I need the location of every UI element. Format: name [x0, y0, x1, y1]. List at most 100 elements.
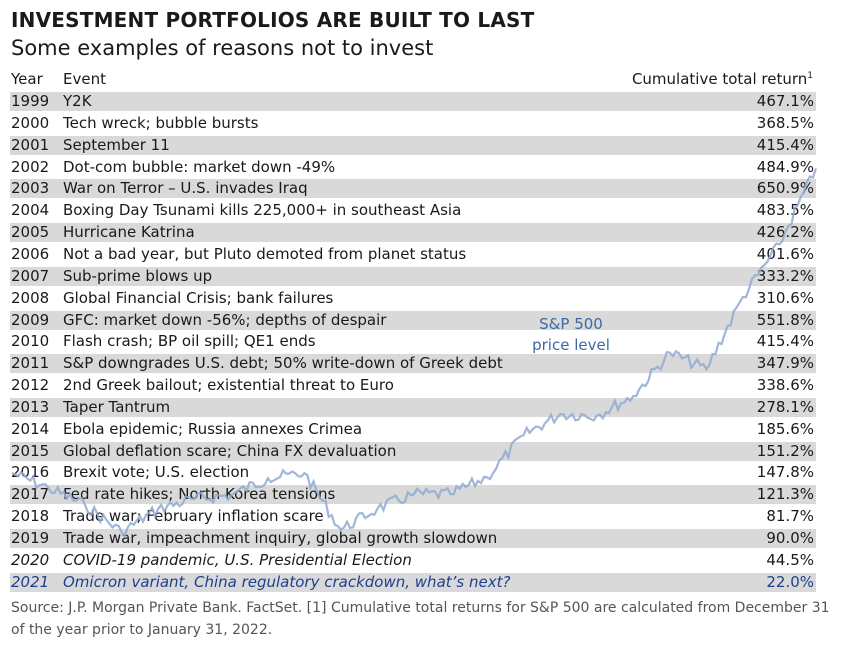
row-event: Boxing Day Tsunami kills 225,000+ in sou… — [63, 201, 462, 220]
row-return: 44.5% — [766, 550, 814, 569]
table-row: 2007 Sub-prime blows up 333.2% — [10, 266, 816, 286]
row-event: 2nd Greek bailout; existential threat to… — [63, 376, 394, 395]
row-return: 338.6% — [756, 376, 814, 395]
row-event: Sub-prime blows up — [63, 266, 213, 285]
row-year: 2019 — [11, 529, 50, 547]
header-return-footnote: 1 — [807, 71, 813, 81]
row-event: Fed rate hikes; North Korea tensions — [63, 485, 336, 504]
row-event: Tech wreck; bubble bursts — [63, 113, 259, 132]
table-row: 2017 Fed rate hikes; North Korea tensions… — [10, 485, 816, 505]
row-year: 2010 — [11, 332, 50, 351]
row-year: 2013 — [11, 397, 50, 416]
row-return: 467.1% — [756, 92, 814, 110]
table-row: 2004 Boxing Day Tsunami kills 225,000+ in… — [10, 201, 816, 220]
row-return: 147.8% — [756, 463, 814, 482]
table-row: 2018 Trade war; February inflation scare 8… — [10, 507, 816, 526]
row-event: September 11 — [63, 135, 170, 154]
row-return: 650.9% — [756, 179, 814, 198]
row-event: Dot-com bubble: market down -49% — [63, 157, 336, 176]
row-return: 426.2% — [756, 223, 814, 242]
row-year: 2017 — [11, 485, 50, 504]
row-year: 1999 — [11, 92, 50, 110]
table-row: 2010 Flash crash; BP oil spill; QE1 ends 4… — [10, 332, 816, 351]
row-event: Trade war; February inflation scare — [63, 507, 324, 526]
row-year: 2012 — [11, 376, 50, 395]
sp500-label-line1: S&P 500 — [539, 315, 603, 333]
table-row: 2020 COVID-19 pandemic, U.S. Presidential… — [10, 551, 816, 570]
table-row: 2002 Dot-com bubble: market down -49% 484.… — [10, 158, 816, 177]
table-row: 2021 Omicron variant, China regulatory cr… — [10, 572, 816, 592]
row-year: 2020 — [11, 550, 50, 569]
row-event: Flash crash; BP oil spill; QE1 ends — [63, 332, 316, 351]
row-year: 2000 — [11, 113, 50, 132]
row-year: 2018 — [11, 507, 50, 526]
row-year: 2015 — [11, 441, 50, 460]
table-row: 1999 Y2K 467.1% — [10, 92, 816, 111]
row-event: Global Financial Crisis; bank failures — [63, 288, 334, 307]
row-return: 483.5% — [756, 201, 814, 220]
table-row: 2016 Brexit vote; U.S. election 147.8% — [10, 463, 816, 482]
row-year: 2008 — [11, 288, 50, 307]
table-row: 2001 September 11 415.4% — [10, 135, 816, 155]
row-return: 278.1% — [756, 397, 814, 416]
table-row: 2009 GFC: market down -56%; depths of des… — [10, 310, 816, 330]
row-year: 2007 — [11, 266, 50, 285]
row-return: 484.9% — [756, 157, 814, 176]
chart-title: INVESTMENT PORTFOLIOS ARE BUILT TO LAST — [11, 8, 535, 32]
table-row: 2013 Taper Tantrum 278.1% — [10, 397, 816, 417]
table-row: 2012 2nd Greek bailout; existential threa… — [10, 376, 816, 395]
source-note: Source: J.P. Morgan Private Bank. FactSe… — [11, 600, 830, 638]
row-year: 2009 — [11, 310, 50, 329]
row-return: 121.3% — [756, 485, 814, 504]
row-event: Trade war, impeachment inquiry, global g… — [63, 529, 498, 547]
row-event: Ebola epidemic; Russia annexes Crimea — [63, 419, 363, 438]
row-event: Taper Tantrum — [63, 397, 171, 416]
row-year: 2016 — [11, 463, 50, 482]
table-row: 2008 Global Financial Crisis; bank failur… — [10, 289, 816, 308]
sp500-label-line2: price level — [532, 336, 610, 354]
row-year: 2011 — [11, 354, 50, 373]
table-row: 2000 Tech wreck; bubble bursts 368.5% — [10, 114, 816, 133]
row-event: Y2K — [63, 92, 92, 110]
header-return: Cumulative total return1 — [632, 70, 813, 88]
row-year: 2014 — [11, 419, 50, 438]
row-return: 90.0% — [766, 529, 814, 547]
row-event: Omicron variant, China regulatory crackd… — [63, 572, 511, 591]
row-event: Not a bad year, but Pluto demoted from p… — [63, 244, 467, 263]
row-return: 415.4% — [756, 332, 814, 351]
header-event: Event — [63, 70, 106, 88]
row-return: 401.6% — [756, 244, 814, 263]
row-return: 551.8% — [756, 310, 814, 329]
row-event: Hurricane Katrina — [63, 223, 195, 242]
table-row: 2011 S&P downgrades U.S. debt; 50% write-… — [10, 354, 816, 374]
row-event: War on Terror – U.S. invades Iraq — [63, 179, 308, 198]
table-row: 2014 Ebola epidemic; Russia annexes Crime… — [10, 420, 816, 439]
row-year: 2021 — [11, 572, 50, 591]
row-return: 368.5% — [756, 113, 814, 132]
chart-subtitle: Some examples of reasons not to invest — [11, 36, 434, 60]
row-return: 22.0% — [766, 572, 814, 591]
row-return: 151.2% — [756, 441, 814, 460]
row-event: Brexit vote; U.S. election — [63, 463, 250, 482]
header-return-label: Cumulative total return — [631, 70, 808, 88]
table-row: 2019 Trade war, impeachment inquiry, glob… — [10, 529, 816, 548]
row-event: COVID-19 pandemic, U.S. Presidential Ele… — [63, 550, 412, 569]
table-row: 2006 Not a bad year, but Pluto demoted fr… — [10, 245, 816, 264]
header-year: Year — [11, 70, 43, 88]
row-year: 2003 — [11, 179, 50, 198]
row-year: 2006 — [11, 244, 50, 263]
row-year: 2001 — [11, 135, 50, 154]
row-return: 347.9% — [756, 354, 814, 373]
table-row: 2005 Hurricane Katrina 426.2% — [10, 223, 816, 243]
row-return: 333.2% — [756, 266, 814, 285]
row-return: 415.4% — [756, 135, 814, 154]
row-event: S&P downgrades U.S. debt; 50% write-down… — [63, 354, 503, 373]
table-row: 2003 War on Terror – U.S. invades Iraq 650… — [10, 179, 816, 199]
row-event: Global deflation scare; China FX devalua… — [63, 441, 397, 460]
table-row: 2015 Global deflation scare; China FX dev… — [10, 441, 816, 461]
row-year: 2002 — [11, 157, 50, 176]
row-event: GFC: market down -56%; depths of despair — [63, 310, 387, 329]
row-return: 81.7% — [766, 507, 814, 526]
row-year: 2005 — [11, 223, 50, 242]
row-year: 2004 — [11, 201, 50, 220]
